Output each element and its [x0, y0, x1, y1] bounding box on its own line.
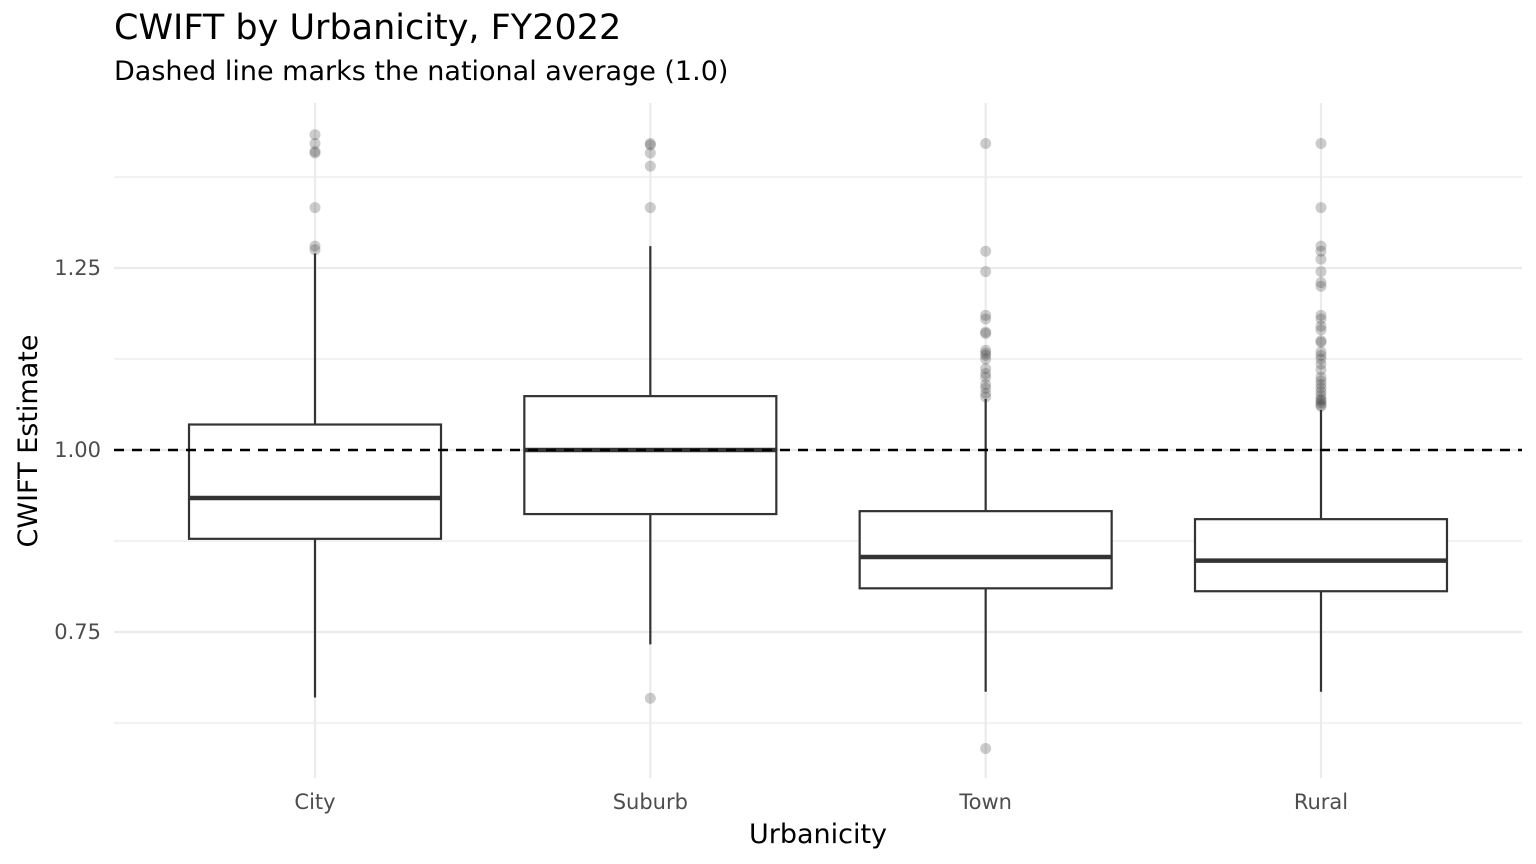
outlier-point — [1315, 371, 1327, 383]
outlier-point — [1315, 358, 1327, 370]
outlier-point — [980, 353, 992, 365]
outlier-point — [980, 266, 992, 278]
outlier-point — [1315, 266, 1327, 278]
outlier-point — [1315, 353, 1327, 365]
outlier-point — [1315, 324, 1327, 336]
chart-title: CWIFT by Urbanicity, FY2022 — [114, 8, 622, 48]
outlier-point — [980, 391, 992, 403]
box-suburb — [523, 138, 778, 704]
outlier-point — [1315, 138, 1327, 150]
outlier-point — [980, 368, 992, 380]
outlier-point — [1315, 335, 1327, 347]
outlier-point — [309, 138, 321, 150]
outlier-point — [1315, 389, 1327, 401]
outlier-point — [1315, 245, 1327, 257]
x-tick-label: Town — [958, 790, 1012, 814]
outlier-point — [644, 138, 656, 150]
y-tick-label: 1.25 — [54, 256, 101, 280]
outlier-point — [309, 147, 321, 159]
x-tick-label: Suburb — [613, 790, 688, 814]
box-city — [187, 129, 443, 698]
boxes-group — [187, 129, 1449, 754]
outlier-point — [1315, 397, 1327, 409]
outlier-point — [1315, 386, 1327, 398]
outlier-point — [644, 139, 656, 151]
outlier-point — [1315, 313, 1327, 325]
outlier-point — [309, 129, 321, 141]
x-tick-label: City — [294, 790, 335, 814]
outlier-point — [309, 202, 321, 214]
x-axis-title: Urbanicity — [749, 819, 887, 850]
outlier-point — [1315, 346, 1327, 358]
box-iqr — [523, 395, 778, 516]
y-axis-title: CWIFT Estimate — [13, 335, 44, 548]
outlier-point — [980, 309, 992, 321]
x-tick-labels: City Suburb Town Rural — [294, 790, 1348, 814]
outlier-point — [980, 347, 992, 359]
outlier-point — [980, 387, 992, 399]
outlier-point — [1315, 336, 1327, 348]
outlier-point — [1315, 349, 1327, 361]
outlier-point — [980, 382, 992, 394]
y-tick-labels: 0.75 1.00 1.25 — [54, 256, 101, 644]
outlier-point — [1315, 280, 1327, 292]
outlier-point — [1315, 378, 1327, 390]
outlier-point — [1315, 382, 1327, 394]
box-iqr — [1193, 518, 1449, 593]
outlier-point — [644, 147, 656, 159]
outlier-point — [1315, 393, 1327, 405]
outlier-point — [644, 202, 656, 214]
outlier-point — [980, 313, 992, 325]
outlier-point — [1315, 400, 1327, 412]
outlier-point — [980, 344, 992, 356]
box-town — [858, 138, 1113, 754]
box-rural — [1193, 138, 1449, 692]
y-tick-label: 0.75 — [54, 620, 101, 644]
chart-subtitle: Dashed line marks the national average (… — [114, 56, 729, 87]
outlier-point — [644, 692, 656, 704]
x-tick-label: Rural — [1294, 790, 1348, 814]
outlier-point — [1315, 375, 1327, 387]
box-iqr — [858, 510, 1113, 590]
outlier-point — [1315, 240, 1327, 252]
outlier-point — [1315, 309, 1327, 321]
outlier-point — [644, 160, 656, 172]
outlier-point — [980, 328, 992, 340]
outlier-point — [980, 245, 992, 257]
outlier-point — [980, 138, 992, 150]
outlier-point — [980, 371, 992, 383]
outlier-point — [1315, 320, 1327, 332]
outlier-point — [1315, 277, 1327, 289]
outlier-point — [309, 244, 321, 256]
outlier-point — [1315, 202, 1327, 214]
outlier-point — [309, 240, 321, 252]
y-tick-label: 1.00 — [54, 438, 101, 462]
outlier-point — [1315, 253, 1327, 265]
box-iqr — [187, 423, 443, 540]
outlier-point — [980, 362, 992, 374]
outlier-point — [1315, 364, 1327, 376]
outlier-point — [980, 378, 992, 390]
outlier-point — [980, 326, 992, 338]
outlier-point — [980, 349, 992, 361]
outlier-point — [1315, 399, 1327, 411]
outlier-point — [980, 742, 992, 754]
outlier-point — [309, 146, 321, 158]
outlier-point — [1315, 394, 1327, 406]
